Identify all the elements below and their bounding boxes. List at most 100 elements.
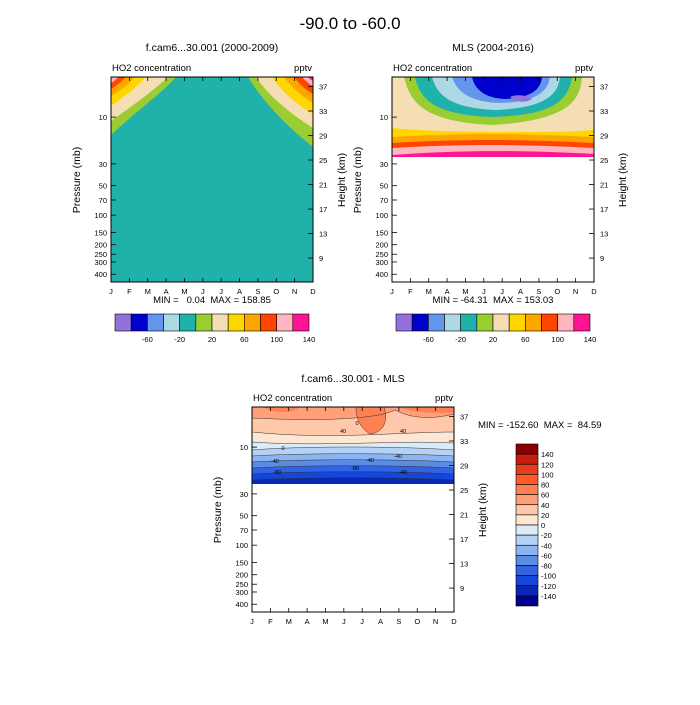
panel-diff-inner-right-label: pptv — [435, 393, 453, 404]
colorbar-swatch — [395, 313, 413, 332]
panel-diff-stats: MIN = -152.60 MAX = 84.59 — [478, 420, 602, 431]
colorbar-swatch — [515, 453, 539, 465]
field-band-purple — [510, 95, 532, 102]
contour-line — [252, 441, 454, 445]
plot-frame — [110, 76, 314, 283]
y2-tick-label: 33 — [460, 437, 468, 446]
y-tick-label: 400 — [235, 600, 248, 609]
colorbar-label: -20 — [455, 335, 466, 344]
colorbar-swatch — [130, 313, 148, 332]
contour-label: -40 — [394, 454, 402, 460]
panel-mls-inner-left-label: HO2 concentration — [393, 63, 472, 74]
contour-line — [252, 459, 454, 463]
x-tick-label: S — [536, 287, 541, 296]
colorbar-swatch — [492, 313, 510, 332]
y-tick-label: 300 — [235, 588, 248, 597]
y2-tick-label: 9 — [460, 584, 464, 593]
x-tick-label: F — [268, 617, 273, 626]
colorbar-label: -80 — [541, 562, 552, 571]
y2-tick-label: 25 — [319, 156, 327, 165]
colorbar-label: 20 — [489, 335, 497, 344]
colorbar-swatch — [515, 514, 539, 526]
x-tick-label: D — [451, 617, 457, 626]
x-tick-label: A — [378, 617, 383, 626]
colorbar-swatch — [260, 313, 277, 332]
field-band-blue — [472, 77, 542, 99]
x-tick-label: N — [292, 287, 297, 296]
plot-frame — [251, 406, 455, 613]
x-tick-label: D — [310, 287, 316, 296]
colorbar-label: 120 — [541, 460, 554, 469]
x-tick-label: D — [591, 287, 597, 296]
panel-mls-colorbar: -60 -20 20 60 100 140 — [395, 313, 597, 344]
panel-mls-inner-right-label: pptv — [575, 63, 593, 74]
y-tick-label: 250 — [375, 250, 388, 259]
colorbar-label: -20 — [174, 335, 185, 344]
panel-mls-ylabel: Pressure (mb) — [352, 147, 364, 214]
panel-model-inner-left-label: HO2 concentration — [112, 63, 191, 74]
colorbar-label: 140 — [584, 335, 597, 344]
colorbar-label: -60 — [541, 551, 552, 560]
colorbar-swatch — [292, 313, 310, 332]
y-tick-label: 70 — [99, 196, 107, 205]
colorbar-swatch — [163, 313, 180, 332]
y-tick-label: 100 — [375, 211, 388, 220]
panel-model: f.cam6...30.001 (2000-2009) HO2 concentr… — [71, 42, 348, 344]
x-tick-label: O — [273, 287, 279, 296]
contour-line — [252, 453, 454, 457]
y2-tick-label: 29 — [460, 461, 468, 470]
y-tick-label: 200 — [235, 571, 248, 580]
colorbar-label: -60 — [423, 335, 434, 344]
panel-model-ylabel: Pressure (mb) — [71, 147, 83, 214]
colorbar-swatch — [195, 313, 213, 332]
x-tick-label: J — [201, 287, 205, 296]
colorbar-swatch — [411, 313, 429, 332]
x-tick-label: J — [250, 617, 254, 626]
colorbar-swatch — [428, 313, 445, 332]
contour-label: -80 — [273, 470, 281, 476]
diff-band-orange-center — [356, 407, 386, 434]
field-band-pink-left — [111, 77, 118, 83]
y2-tick-label: 37 — [600, 82, 608, 91]
x-tick-label: J — [342, 617, 346, 626]
x-tick-label: O — [414, 617, 420, 626]
colorbar-swatch — [515, 585, 539, 597]
x-tick-label: S — [396, 617, 401, 626]
colorbar-label: 140 — [541, 450, 554, 459]
y-tick-label: 250 — [235, 580, 248, 589]
y2-tick-label: 33 — [600, 107, 608, 116]
colorbar-label: 100 — [551, 335, 564, 344]
panel-diff-inner-left-label: HO2 concentration — [253, 393, 332, 404]
x-tick-label: M — [286, 617, 292, 626]
colorbar-swatch — [508, 313, 526, 332]
contour-line — [252, 471, 454, 475]
x-tick-label: S — [255, 287, 260, 296]
y2-tick-label: 17 — [600, 205, 608, 214]
colorbar-label: 60 — [521, 335, 529, 344]
x-tick-label: N — [573, 287, 578, 296]
y-tick-label: 200 — [375, 241, 388, 250]
panel-diff-axes: J F M A M J J A S O N D1030507010015020025030040037… — [235, 406, 468, 626]
panel-diff-field: 40 40 0 0 -40 -40 -80 -80 -40 -40 — [252, 407, 454, 484]
panel-model-title: f.cam6...30.001 (2000-2009) — [146, 42, 279, 54]
y-tick-label: 50 — [240, 512, 248, 521]
y2-tick-label: 29 — [319, 131, 327, 140]
x-tick-label: M — [322, 617, 328, 626]
panel-mls-stats: MIN = -64.31 MAX = 153.03 — [433, 295, 554, 306]
x-tick-label: A — [518, 287, 523, 296]
contour-label: 0 — [281, 446, 284, 452]
contour-label: -40 — [366, 458, 374, 464]
contour-label: -40 — [399, 470, 407, 476]
y-tick-label: 150 — [375, 228, 388, 237]
y2-tick-label: 25 — [600, 156, 608, 165]
contour-line — [252, 446, 454, 451]
x-tick-label: M — [145, 287, 151, 296]
y-tick-label: 100 — [94, 211, 107, 220]
y-tick-label: 300 — [94, 258, 107, 267]
x-tick-label: A — [164, 287, 169, 296]
x-tick-label: A — [445, 287, 450, 296]
y-tick-label: 300 — [375, 258, 388, 267]
y-tick-label: 150 — [94, 228, 107, 237]
